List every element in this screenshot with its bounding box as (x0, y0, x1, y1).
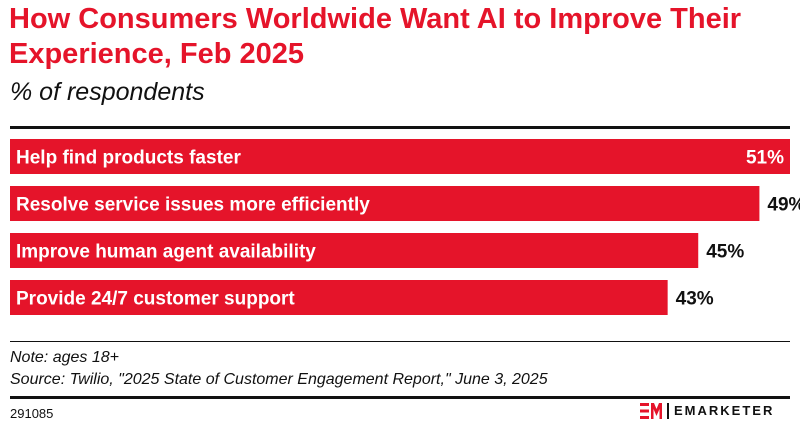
bar (10, 280, 668, 315)
logo-separator (667, 403, 669, 419)
chart-subtitle: % of respondents (10, 78, 205, 106)
value-label: 43% (676, 289, 714, 310)
chart-title: How Consumers Worldwide Want AI to Impro… (9, 3, 742, 70)
value-label: 51% (746, 148, 784, 169)
bottom-rule (10, 341, 790, 342)
top-rule (10, 126, 790, 129)
chart-id: 291085 (10, 406, 54, 421)
bar (10, 186, 760, 221)
value-label: 49% (767, 195, 800, 216)
value-label: 45% (706, 242, 744, 263)
emarketer-logo-icon (640, 403, 662, 419)
chart-note: Note: ages 18+ (10, 349, 119, 366)
category-label: Resolve service issues more efficiently (16, 195, 370, 216)
footer-rule (10, 396, 790, 399)
brand-logo: EMARKETER (640, 403, 774, 419)
bar (10, 233, 699, 268)
chart-source: Source: Twilio, "2025 State of Customer … (10, 371, 548, 388)
category-label: Provide 24/7 customer support (16, 289, 295, 310)
bar (10, 139, 790, 174)
category-label: Help find products faster (16, 148, 241, 169)
category-label: Improve human agent availability (16, 242, 316, 263)
brand-name: EMARKETER (674, 403, 775, 418)
